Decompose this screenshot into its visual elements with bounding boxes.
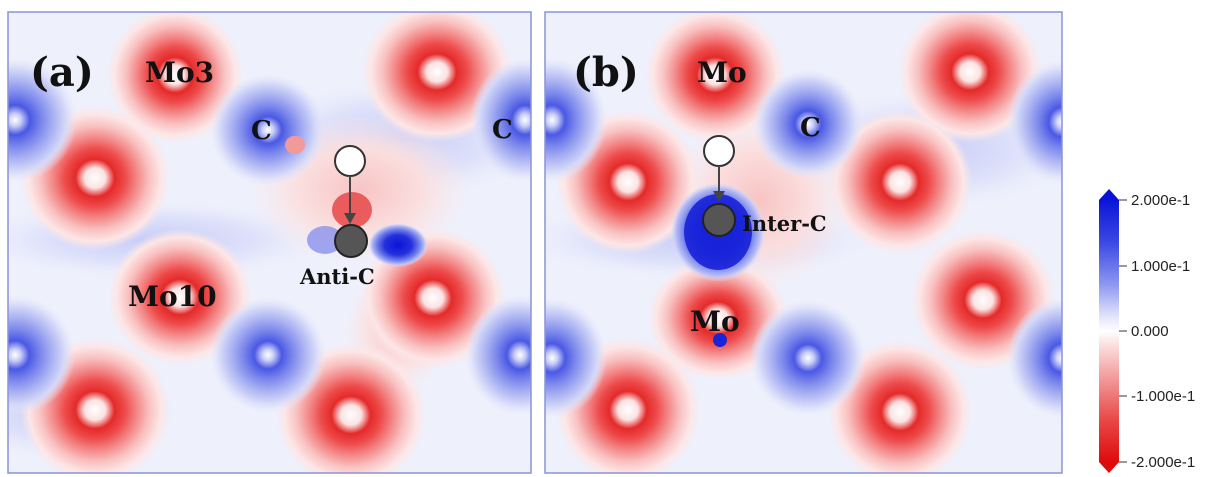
label-mo-bottom: Mo: [690, 305, 740, 338]
colorbar-tick-1: 2.000e-1: [1131, 192, 1190, 209]
inter-c-atom: [702, 203, 736, 237]
colorbar-tick-2: 1.000e-1: [1131, 258, 1190, 275]
colorbar-tick-4: -1.000e-1: [1131, 388, 1195, 405]
label-mo3: Mo3: [145, 56, 214, 89]
panel-a-letter: (a): [30, 49, 94, 96]
colorbar-top-cap: [1099, 189, 1119, 200]
panel-a-frame: [7, 11, 532, 474]
colorbar-bottom-cap: [1099, 462, 1119, 473]
label-c-right: C: [492, 115, 513, 145]
label-mo10: Mo10: [128, 280, 217, 313]
anti-c-atom: [334, 224, 368, 258]
arrowhead-a: [344, 213, 356, 224]
panel-b: (b) Mo C Mo Inter-C: [544, 11, 1063, 474]
label-c-b: C: [800, 113, 821, 143]
colorbar-gradient: [1099, 200, 1119, 462]
initial-site-marker-a: [334, 145, 366, 177]
label-c-left: C: [251, 116, 272, 146]
colorbar-tick-3: 0.000: [1131, 323, 1169, 340]
label-anti-c: Anti-C: [299, 264, 375, 289]
panel-b-letter: (b): [573, 49, 639, 96]
panel-a-contour-map: [8, 12, 531, 473]
label-mo-top: Mo: [697, 56, 747, 89]
initial-site-marker-b: [703, 135, 735, 167]
colorbar: 2.000e-1 1.000e-1 0.000 -1.000e-1 -2.000…: [1099, 189, 1195, 473]
label-inter-c: Inter-C: [742, 211, 827, 236]
panel-a: (a) Mo3 C C Mo10 Anti-C: [7, 11, 532, 474]
colorbar-tick-5: -2.000e-1: [1131, 454, 1195, 471]
panel-b-frame: [544, 11, 1063, 474]
arrowhead-b: [713, 191, 725, 202]
